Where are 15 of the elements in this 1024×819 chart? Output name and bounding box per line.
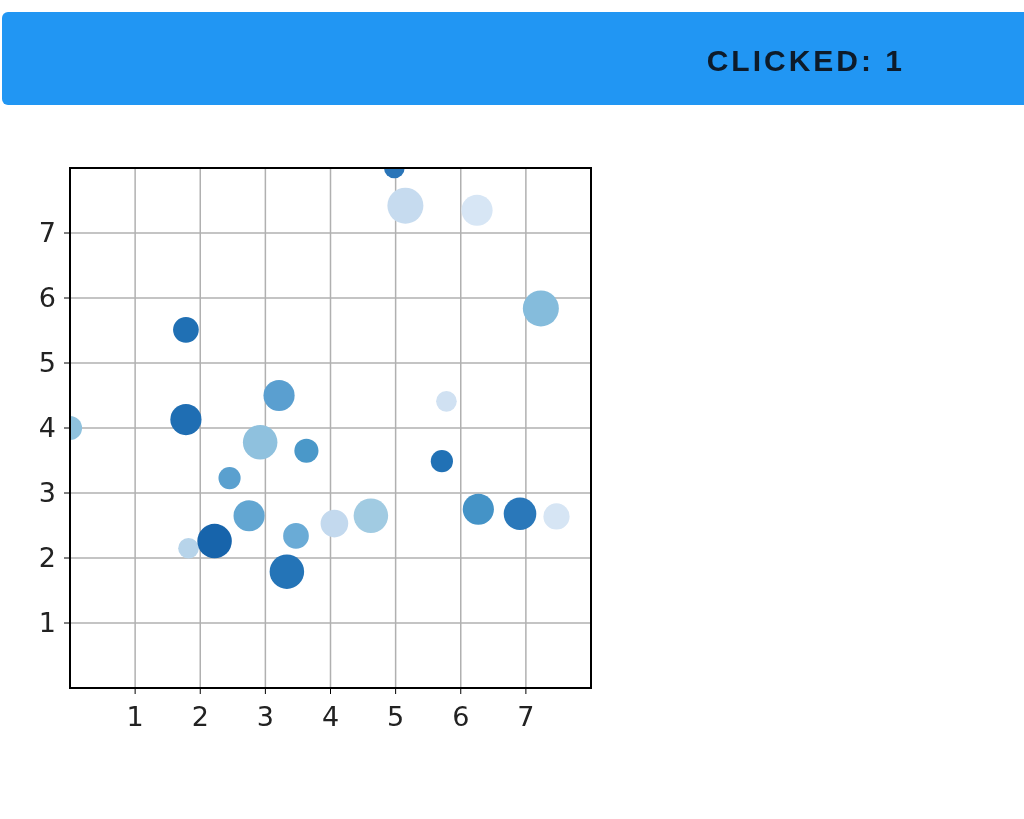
x-tick-label: 5 — [387, 701, 405, 732]
x-tick-label: 4 — [321, 701, 340, 732]
text: CLICKED: 1 — [706, 44, 905, 77]
y-tick-label: 4 — [38, 412, 56, 444]
x-tick-label: 6 — [452, 701, 470, 732]
x-tick-label: 2 — [191, 701, 209, 732]
y-tick-label: 1 — [38, 607, 56, 639]
y-tick-label: 5 — [38, 347, 56, 379]
y-tick-label: 7 — [38, 217, 56, 249]
y-tick-label: 6 — [38, 282, 56, 314]
x-tick-label: 1 — [126, 701, 144, 732]
x-tick-label: 7 — [517, 701, 535, 732]
y-tick-label: 2 — [38, 542, 56, 574]
y-tick-label: 3 — [38, 477, 56, 509]
x-tick-label: 3 — [256, 701, 274, 732]
